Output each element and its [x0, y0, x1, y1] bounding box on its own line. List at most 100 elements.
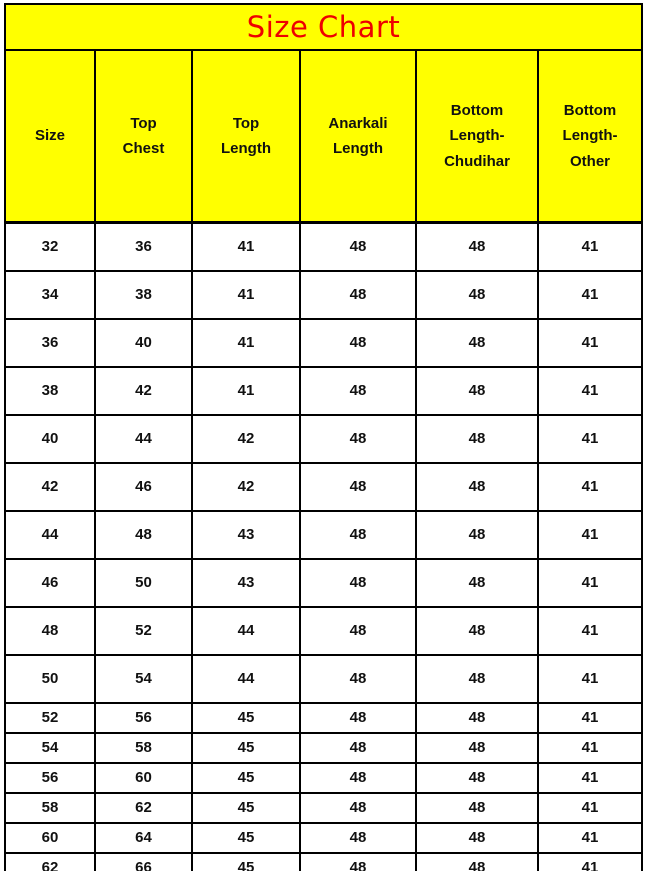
table-row: 46 50 43 48 48 41: [4, 557, 644, 608]
table-cell: 48: [415, 317, 539, 368]
table-cell: 56: [94, 701, 193, 734]
table-cell: 48: [415, 653, 539, 704]
table-cell: 48: [415, 221, 539, 272]
table-cell: 40: [94, 317, 193, 368]
table-cell: 45: [191, 731, 301, 764]
table-cell: 44: [4, 509, 96, 560]
table-cell: 41: [191, 365, 301, 416]
table-cell: 48: [299, 221, 417, 272]
table-row: 62 66 45 48 48 41: [4, 851, 644, 871]
table-cell: 41: [536, 851, 644, 871]
table-cell: 41: [536, 269, 644, 320]
table-cell: 50: [4, 653, 96, 704]
table-row: 38 42 41 48 48 41: [4, 365, 644, 416]
table-cell: 58: [4, 791, 96, 824]
table-cell: 48: [299, 413, 417, 464]
column-header: Bottom Length-Chudihar: [415, 49, 539, 224]
table-cell: 41: [536, 653, 644, 704]
table-cell: 46: [94, 461, 193, 512]
column-header: Size: [4, 49, 96, 224]
column-header: Top Length: [191, 49, 301, 224]
table-cell: 36: [94, 221, 193, 272]
table-cell: 48: [415, 761, 539, 794]
table-cell: 41: [536, 413, 644, 464]
table-cell: 48: [299, 317, 417, 368]
table-cell: 38: [4, 365, 96, 416]
table-cell: 60: [94, 761, 193, 794]
table-cell: 58: [94, 731, 193, 764]
table-cell: 42: [191, 461, 301, 512]
table-row: 60 64 45 48 48 41: [4, 821, 644, 854]
table-cell: 48: [415, 557, 539, 608]
table-cell: 41: [191, 269, 301, 320]
table-cell: 50: [94, 557, 193, 608]
table-cell: 41: [536, 731, 644, 764]
table-cell: 48: [299, 761, 417, 794]
table-cell: 41: [536, 605, 644, 656]
table-cell: 43: [191, 557, 301, 608]
table-row: 36 40 41 48 48 41: [4, 317, 644, 368]
table-cell: 52: [4, 701, 96, 734]
table-cell: 44: [94, 413, 193, 464]
table-row: 32 36 41 48 48 41: [4, 221, 644, 272]
table-cell: 43: [191, 509, 301, 560]
table-cell: 48: [299, 731, 417, 764]
table-cell: 41: [536, 317, 644, 368]
table-cell: 54: [4, 731, 96, 764]
title-row: Size Chart: [3, 3, 644, 51]
table-cell: 34: [4, 269, 96, 320]
table-body: 32 36 41 48 48 41 34 38 41 48 48 41 36 40 41 48 48 41 38 42…: [4, 221, 644, 871]
table-cell: 42: [191, 413, 301, 464]
table-cell: 46: [4, 557, 96, 608]
table-cell: 62: [4, 851, 96, 871]
table-row: 56 60 45 48 48 41: [4, 761, 644, 794]
table-cell: 38: [94, 269, 193, 320]
table-cell: 48: [415, 269, 539, 320]
table-cell: 44: [191, 653, 301, 704]
table-cell: 41: [536, 509, 644, 560]
table-cell: 48: [415, 701, 539, 734]
table-cell: 48: [415, 461, 539, 512]
column-header: Top Chest: [94, 49, 193, 224]
table-cell: 41: [536, 221, 644, 272]
table-cell: 48: [299, 821, 417, 854]
column-header: Bottom Length-Other: [536, 49, 644, 224]
table-cell: 48: [299, 461, 417, 512]
table-cell: 62: [94, 791, 193, 824]
table-cell: 41: [536, 791, 644, 824]
table-cell: 48: [415, 731, 539, 764]
table-row: 34 38 41 48 48 41: [4, 269, 644, 320]
table-cell: 48: [415, 821, 539, 854]
table-cell: 48: [415, 413, 539, 464]
table-cell: 32: [4, 221, 96, 272]
table-cell: 48: [415, 365, 539, 416]
table-cell: 45: [191, 701, 301, 734]
table-cell: 40: [4, 413, 96, 464]
table-cell: 52: [94, 605, 193, 656]
table-cell: 45: [191, 821, 301, 854]
table-cell: 48: [415, 605, 539, 656]
table-cell: 48: [415, 851, 539, 871]
table-cell: 42: [94, 365, 193, 416]
table-cell: 44: [191, 605, 301, 656]
table-cell: 54: [94, 653, 193, 704]
table-row: 52 56 45 48 48 41: [4, 701, 644, 734]
table-cell: 48: [94, 509, 193, 560]
table-cell: 41: [191, 221, 301, 272]
table-cell: 41: [536, 701, 644, 734]
table-cell: 48: [299, 653, 417, 704]
table-row: 54 58 45 48 48 41: [4, 731, 644, 764]
header-row: Size Top Chest Top Length Anarkali Length Bo…: [4, 49, 644, 224]
page-title: Size Chart: [3, 3, 644, 51]
table-cell: 45: [191, 851, 301, 871]
table-cell: 48: [299, 605, 417, 656]
table-cell: 48: [4, 605, 96, 656]
size-chart-table: Size Chart Size Top Chest Top Length Anarka…: [3, 3, 644, 871]
table-cell: 41: [191, 317, 301, 368]
table-cell: 64: [94, 821, 193, 854]
table-cell: 41: [536, 557, 644, 608]
table-cell: 48: [415, 791, 539, 824]
table-cell: 41: [536, 365, 644, 416]
table-row: 58 62 45 48 48 41: [4, 791, 644, 824]
table-cell: 60: [4, 821, 96, 854]
